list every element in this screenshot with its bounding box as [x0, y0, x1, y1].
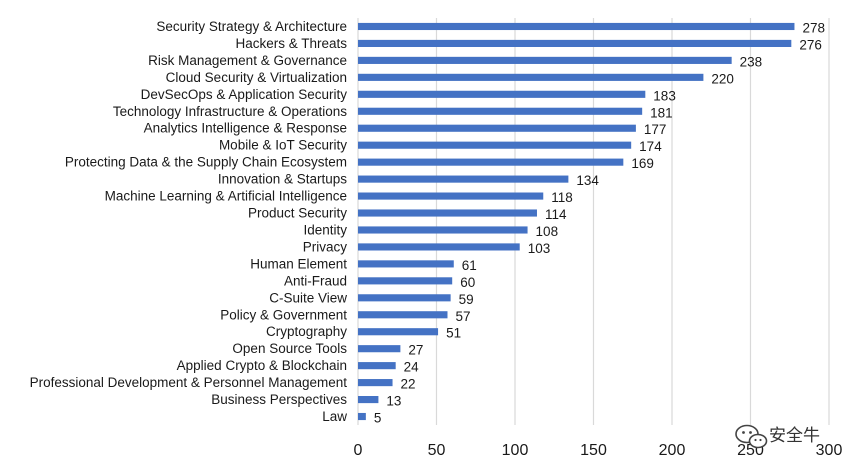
bars	[358, 22, 795, 421]
category-label: Anti-Fraud	[284, 273, 347, 288]
category-label: Law	[322, 409, 347, 424]
category-label: Machine Learning & Artificial Intelligen…	[105, 189, 347, 204]
value-label: 24	[404, 360, 420, 375]
value-label: 51	[446, 326, 461, 341]
bar	[358, 328, 439, 336]
value-label: 220	[711, 71, 734, 86]
value-label: 238	[740, 54, 763, 69]
bar	[358, 192, 544, 200]
bar	[358, 379, 393, 387]
x-tick-label: 100	[502, 442, 529, 459]
category-label: Business Perspectives	[211, 392, 347, 407]
category-label: Security Strategy & Architecture	[156, 19, 347, 34]
x-tick-label: 50	[428, 442, 446, 459]
value-label: 177	[644, 122, 667, 137]
category-label: C-Suite View	[269, 290, 347, 305]
bar	[358, 175, 569, 183]
value-label: 27	[408, 343, 423, 358]
category-label: Applied Crypto & Blockchain	[177, 358, 347, 373]
value-label: 114	[545, 207, 567, 222]
category-label: Cloud Security & Virtualization	[166, 70, 347, 85]
value-label: 103	[528, 241, 551, 256]
value-label: 134	[576, 173, 599, 188]
category-label: Risk Management & Governance	[148, 53, 347, 68]
value-label: 183	[653, 88, 676, 103]
x-tick-label: 200	[659, 442, 686, 459]
bar	[358, 362, 396, 370]
value-label: 60	[460, 275, 475, 290]
bar	[358, 311, 448, 319]
x-tick-label: 150	[580, 442, 607, 459]
category-label: Hackers & Threats	[235, 36, 347, 51]
category-label: Innovation & Startups	[218, 172, 347, 187]
bar	[358, 124, 636, 132]
bar	[358, 73, 704, 81]
bar	[358, 294, 451, 302]
value-label: 276	[799, 37, 822, 52]
category-label: Mobile & IoT Security	[219, 138, 347, 153]
bar	[358, 56, 732, 64]
watermark-text: 安全牛	[769, 426, 820, 446]
value-label: 169	[631, 156, 654, 171]
value-label: 57	[455, 309, 470, 324]
category-label: Analytics Intelligence & Response	[144, 121, 347, 136]
value-label: 59	[459, 292, 474, 307]
bar	[358, 412, 366, 421]
bar	[358, 39, 792, 47]
value-label: 13	[386, 394, 401, 409]
grid-lines	[357, 18, 830, 425]
category-label: Policy & Government	[220, 307, 347, 322]
bar	[358, 243, 520, 251]
watermark: 安全牛	[735, 424, 820, 449]
bar	[358, 260, 454, 268]
value-label: 278	[802, 20, 825, 35]
category-label: Privacy	[303, 239, 348, 254]
value-label: 174	[639, 139, 662, 154]
category-label: Open Source Tools	[232, 341, 347, 356]
bar	[358, 90, 646, 98]
bar	[358, 22, 795, 31]
category-label: Identity	[303, 222, 347, 237]
category-label: Protecting Data & the Supply Chain Ecosy…	[65, 155, 347, 170]
bar	[358, 277, 453, 285]
category-label: DevSecOps & Application Security	[141, 87, 348, 102]
value-label: 5	[374, 411, 382, 426]
category-label: Human Element	[250, 256, 347, 271]
bar	[358, 107, 643, 115]
category-labels: Security Strategy & Architecture Hackers …	[30, 19, 348, 424]
x-tick-label: 300	[816, 442, 843, 459]
value-label: 22	[401, 377, 416, 392]
bar	[358, 141, 632, 149]
value-label: 61	[462, 258, 477, 273]
bar	[358, 226, 528, 234]
x-tick-label: 0	[354, 442, 363, 459]
bar	[358, 396, 379, 404]
value-label: 181	[650, 105, 673, 120]
wechat-icon	[735, 424, 768, 449]
value-label: 108	[536, 224, 559, 239]
category-label: Product Security	[248, 206, 347, 221]
category-label: Cryptography	[266, 324, 347, 339]
category-label: Professional Development & Personnel Man…	[30, 375, 348, 390]
bar	[358, 345, 401, 353]
bar	[358, 209, 537, 217]
bar	[358, 158, 624, 166]
category-label: Technology Infrastructure & Operations	[113, 104, 347, 119]
value-label: 118	[551, 190, 573, 205]
